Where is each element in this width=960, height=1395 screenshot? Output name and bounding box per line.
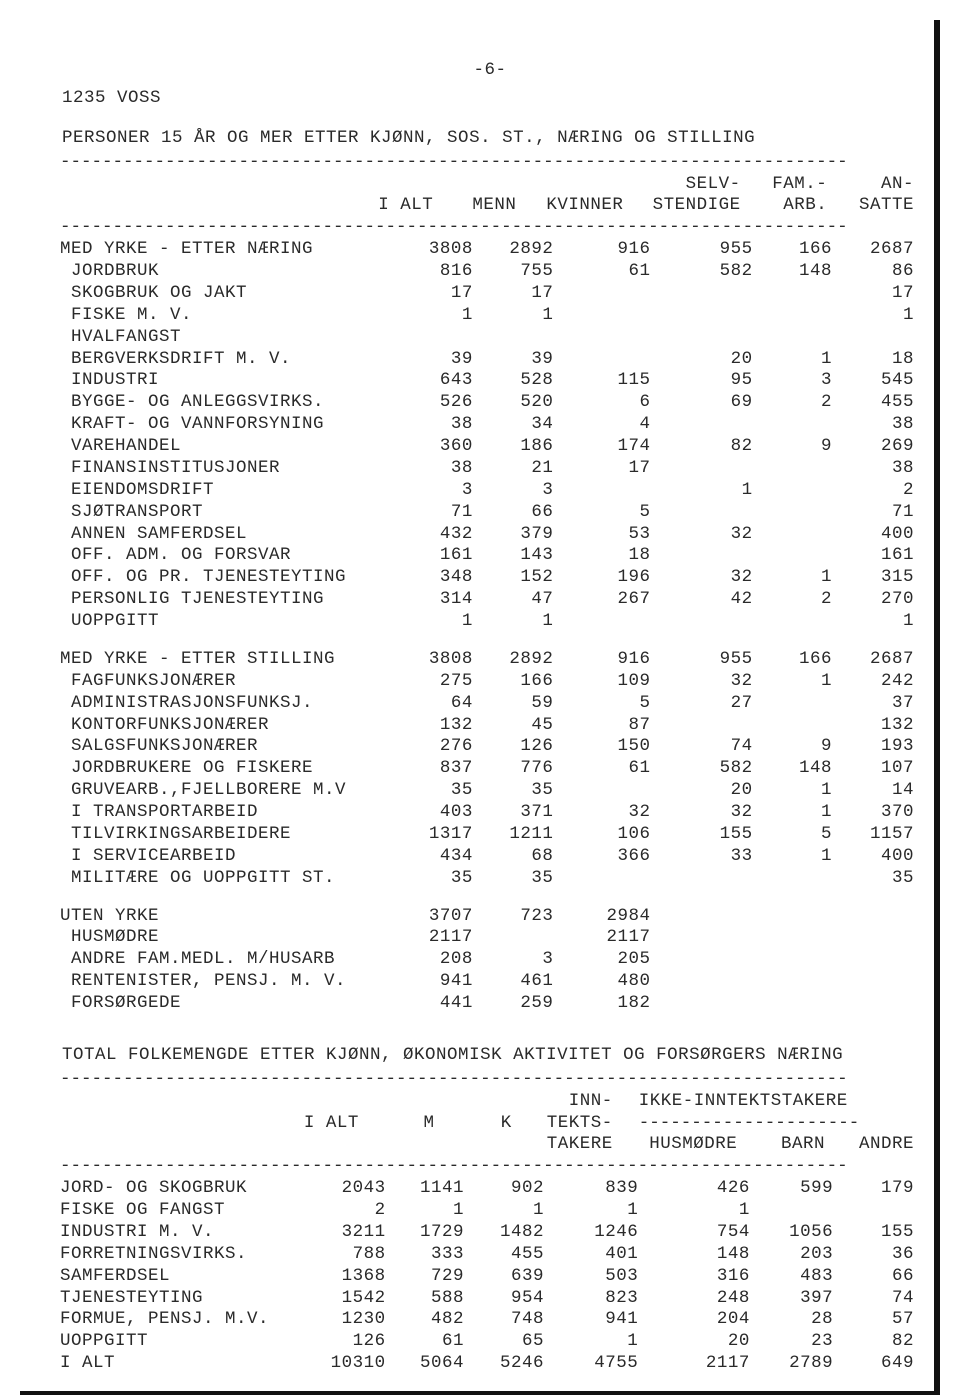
table-row: UOPPGITT12661651202382	[60, 1331, 920, 1353]
table-row: UOPPGITT111	[60, 611, 920, 633]
divider: ----------------------------------------…	[60, 152, 920, 174]
table2-body: JORD- OG SKOGBRUK20431141902839426599179…	[60, 1178, 920, 1375]
table-row: I SERVICEARBEID43468366331400	[60, 846, 920, 868]
table-row: OFF. ADM. OG FORSVAR16114318161	[60, 545, 920, 567]
table-row: JORDBRUK8167556158214886	[60, 261, 920, 283]
table-row: GRUVEARB.,FJELLBORERE M.V353520114	[60, 780, 920, 802]
table-row: ANDRE FAM.MEDL. M/HUSARB2083205	[60, 949, 920, 971]
table1-header: SELV- FAM.- AN-	[60, 174, 920, 196]
table-row: INDUSTRI643528115953545	[60, 370, 920, 392]
table-row: KONTORFUNKSJONÆRER1324587132	[60, 715, 920, 737]
table-row: TJENESTEYTING154258895482324839774	[60, 1288, 920, 1310]
table-row: HUSMØDRE21172117	[60, 927, 920, 949]
table-row: SAMFERDSEL136872963950331648366	[60, 1266, 920, 1288]
table-row: FINANSINSTITUSJONER38211738	[60, 458, 920, 480]
divider: ----------------------------------------…	[60, 1156, 920, 1178]
table-row: JORD- OG SKOGBRUK20431141902839426599179	[60, 1178, 920, 1200]
table-row: FORMUE, PENSJ. M.V.12304827489412042857	[60, 1309, 920, 1331]
table-row: JORDBRUKERE OG FISKERE83777661582148107	[60, 758, 920, 780]
table-row: VAREHANDEL360186174829269	[60, 436, 920, 458]
table-row: FISKE M. V.111	[60, 305, 920, 327]
table-row: INDUSTRI M. V.32111729148212467541056155	[60, 1222, 920, 1244]
table-row: OFF. OG PR. TJENESTEYTING348152196321315	[60, 567, 920, 589]
table-row: MILITÆRE OG UOPPGITT ST.353535	[60, 868, 920, 890]
table-row: UTEN YRKE37077232984	[60, 906, 920, 928]
table-row: ANNEN SAMFERDSEL4323795332400	[60, 524, 920, 546]
table-row: HVALFANGST	[60, 327, 920, 349]
table-row: MED YRKE - ETTER NÆRING38082892916955166…	[60, 239, 920, 261]
table-row: FORSØRGEDE441259182	[60, 993, 920, 1015]
kommune-code: 1235 VOSS	[62, 88, 920, 110]
table-row: FISKE OG FANGST21111	[60, 1200, 920, 1222]
page-number: -6-	[60, 60, 920, 82]
table-row: PERSONLIG TJENESTEYTING31447267422270	[60, 589, 920, 611]
table-row: TILVIRKINGSARBEIDERE1317121110615551157	[60, 824, 920, 846]
divider: ----------------------------------------…	[60, 1069, 920, 1091]
table-row: EIENDOMSDRIFT3312	[60, 480, 920, 502]
table1: SELV- FAM.- AN- I ALT MENN KVINNER STEND…	[60, 174, 920, 218]
table1-header: I ALT MENN KVINNER STENDIGE ARB. SATTE	[60, 195, 920, 217]
table-row: SJØTRANSPORT7166571	[60, 502, 920, 524]
table1-title: PERSONER 15 ÅR OG MER ETTER KJØNN, SOS. …	[62, 128, 920, 150]
table2-title: TOTAL FOLKEMENGDE ETTER KJØNN, ØKONOMISK…	[62, 1045, 920, 1067]
table-row: KRAFT- OG VANNFORSYNING3834438	[60, 414, 920, 436]
table-row: FAGFUNKSJONÆRER275166109321242	[60, 671, 920, 693]
table-row: FORRETNINGSVIRKS.78833345540114820336	[60, 1244, 920, 1266]
table-row: BERGVERKSDRIFT M. V.393920118	[60, 349, 920, 371]
table-row: ADMINISTRASJONSFUNKSJ.645952737	[60, 693, 920, 715]
divider: ----------------------------------------…	[60, 217, 920, 239]
table-row: MED YRKE - ETTER STILLING380828929169551…	[60, 649, 920, 671]
table2-header: INN- IKKE-INNTEKTSTAKERE I ALT M K TEKTS…	[60, 1091, 920, 1157]
table-row: I TRANSPORTARBEID40337132321370	[60, 802, 920, 824]
table1-body: MED YRKE - ETTER NÆRING38082892916955166…	[60, 239, 920, 1015]
table-row: I ALT1031050645246475521172789649	[60, 1353, 920, 1375]
table-row: RENTENISTER, PENSJ. M. V.941461480	[60, 971, 920, 993]
table-row: BYGGE- OG ANLEGGSVIRKS.5265206692455	[60, 392, 920, 414]
table-row: SALGSFUNKSJONÆRER276126150749193	[60, 736, 920, 758]
table-row: SKOGBRUK OG JAKT171717	[60, 283, 920, 305]
